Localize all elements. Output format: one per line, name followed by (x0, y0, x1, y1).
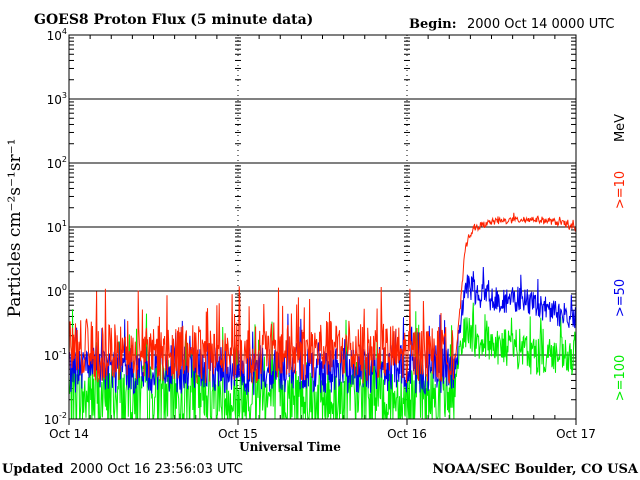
series-line (68, 266, 577, 396)
footer-updated-value: 2000 Oct 16 23:56:03 UTC (70, 462, 243, 477)
legend-unit: MeV (613, 114, 628, 142)
x-axis-label: Universal Time (239, 440, 341, 454)
legend-entry: >=100 (613, 355, 628, 402)
y-tick-label: 101 (47, 219, 67, 235)
series-line (68, 212, 577, 384)
series-layer (68, 212, 577, 421)
begin-value: 2000 Oct 14 0000 UTC (467, 17, 615, 32)
legend-entry: >=10 (613, 171, 628, 209)
plot-frame (68, 34, 577, 420)
x-tick-label: Oct 17 (556, 427, 596, 441)
x-tick-label: Oct 15 (218, 427, 258, 441)
y-tick-label: 104 (47, 27, 67, 43)
begin-label: Begin: (409, 17, 457, 32)
y-tick-label: 100 (47, 283, 67, 299)
y-axis-label: Particles cm⁻²s⁻¹sr⁻¹ (5, 139, 25, 318)
y-tick-label: 10-1 (44, 347, 67, 363)
legend: MeV >=10 >=50 >=100 (613, 114, 628, 401)
footer-updated-label: Updated (2, 462, 63, 477)
y-tick-label: 102 (47, 155, 67, 171)
legend-entry: >=50 (613, 279, 628, 317)
x-tick-label: Oct 16 (387, 427, 427, 441)
chart-title: GOES8 Proton Flux (5 minute data) (34, 12, 313, 28)
y-tick-label: 10-2 (44, 411, 67, 427)
x-tick-label: Oct 14 (49, 427, 89, 441)
y-tick-label: 103 (47, 91, 67, 107)
footer-credit: NOAA/SEC Boulder, CO USA (432, 462, 639, 477)
